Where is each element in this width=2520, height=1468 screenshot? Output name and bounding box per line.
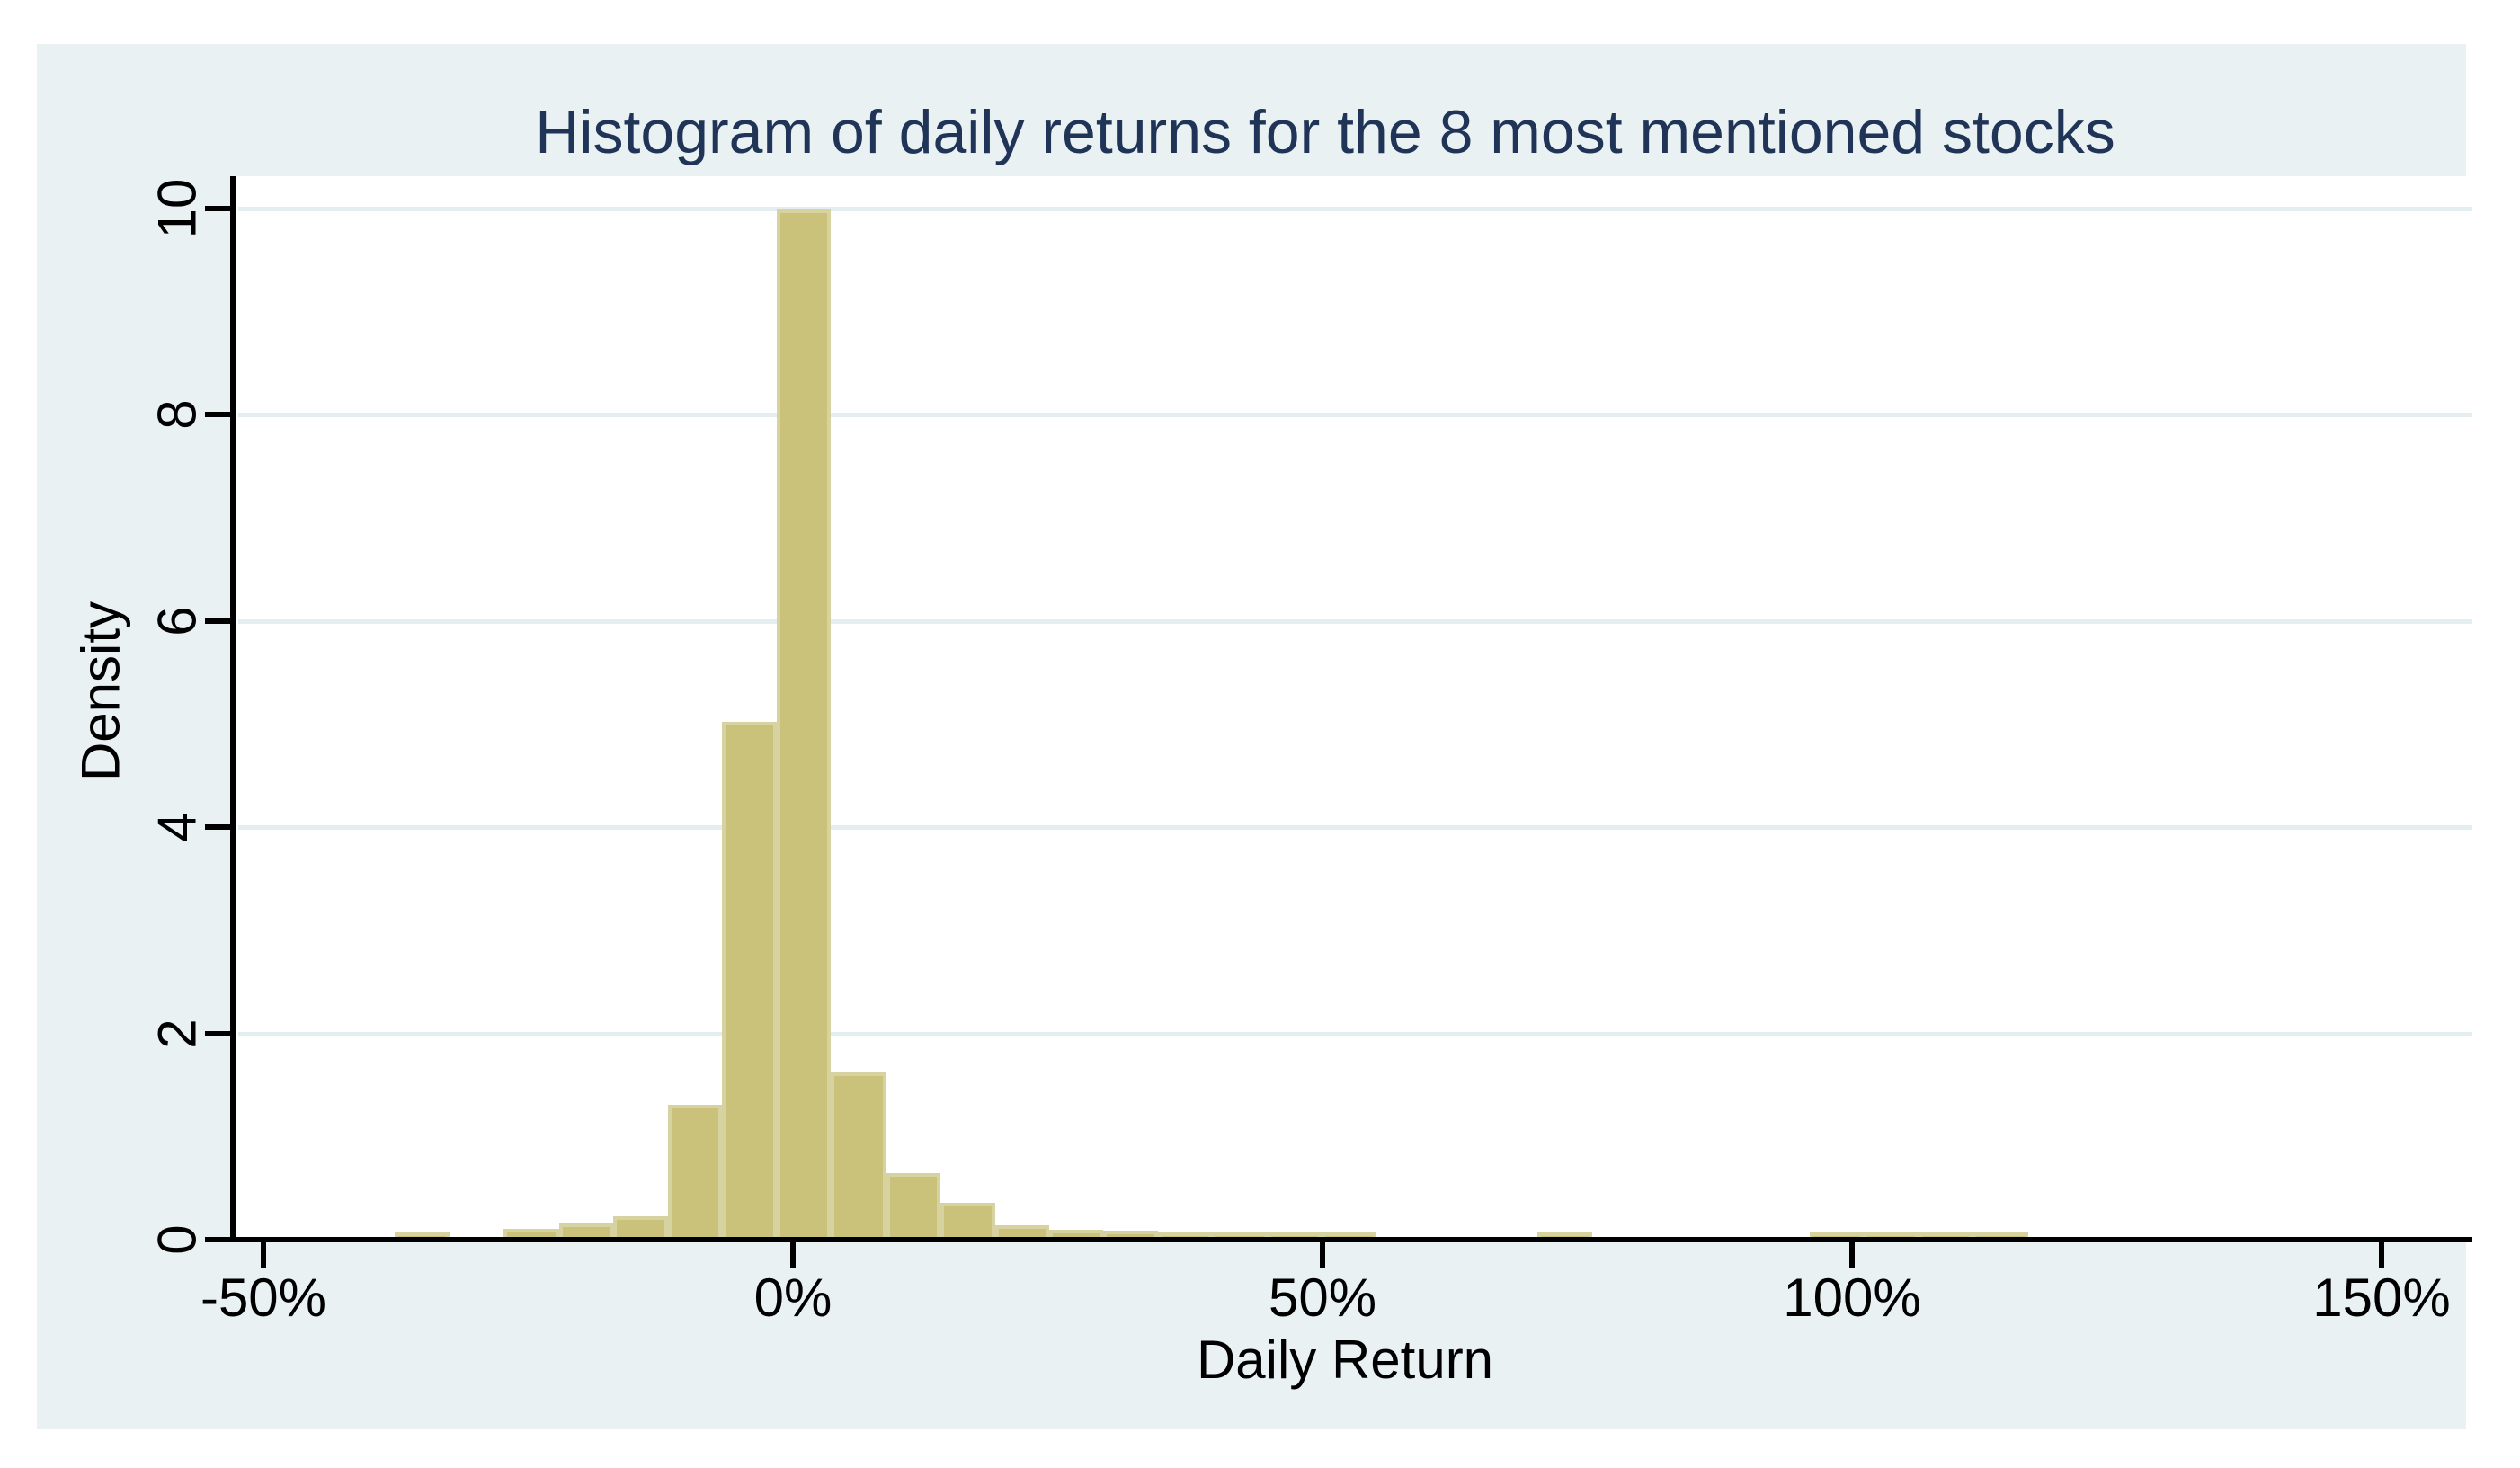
x-tick-0 [790,1242,796,1268]
x-tick--50 [261,1242,266,1268]
histogram-bar [994,1225,1050,1238]
histogram-bar [777,209,832,1238]
gridline-y-4 [238,825,2472,831]
x-tick-label: 0% [753,1268,833,1328]
histogram-bar [1267,1232,1322,1238]
histogram-bar [1321,1232,1377,1238]
y-tick-4 [205,824,230,831]
histogram-bar [722,722,778,1238]
x-tick-50 [1320,1242,1325,1268]
x-axis-title: Daily Return [1196,1330,1494,1390]
y-tick-label: 8 [147,399,208,431]
y-axis-line [230,176,236,1242]
y-tick-10 [205,206,230,211]
histogram-bar [395,1232,450,1238]
y-axis-title: Density [70,601,131,782]
histogram-bar [1863,1232,1919,1238]
y-tick-label: 10 [147,178,208,239]
chart-figure: -50% 0% 50% 100% 150% 0 2 4 6 8 10 Histogram of d… [37,44,2472,1429]
histogram-bar [1537,1232,1593,1238]
y-tick-label: 2 [147,1018,208,1049]
histogram-bar [1809,1232,1864,1238]
gridline-y-8 [238,413,2472,418]
histogram-bar [831,1072,886,1238]
gridline-y-2 [238,1031,2472,1036]
y-tick-6 [205,618,230,624]
histogram-bar [612,1216,668,1238]
histogram-bar [1049,1230,1104,1238]
histogram-bar [558,1223,613,1238]
y-tick-8 [205,412,230,418]
y-tick-label: 6 [147,606,208,636]
histogram-bar [1158,1232,1213,1238]
x-tick-150 [2379,1242,2384,1268]
x-tick-label: 50% [1268,1268,1377,1328]
histogram-bar [503,1229,559,1238]
histogram-bar [939,1203,995,1238]
y-tick-2 [205,1030,230,1036]
histogram-bar [1972,1232,2028,1238]
x-axis-line [230,1237,2472,1242]
histogram-bar [667,1105,723,1238]
histogram-bar [1212,1232,1268,1238]
histogram-bar [886,1173,940,1238]
x-tick-label: -50% [200,1268,327,1328]
x-tick-label: 150% [2312,1268,2451,1328]
histogram-bar [1919,1232,1973,1238]
chart-title: Histogram of daily returns for the 8 mos… [535,98,2115,166]
y-tick-label: 0 [147,1224,208,1255]
gridline-y-6 [238,618,2472,624]
x-tick-100 [1849,1242,1855,1268]
x-tick-label: 100% [1783,1268,1921,1328]
histogram-bar [1103,1231,1159,1238]
plot-area [236,176,2472,1242]
gridline-y-10 [238,207,2472,211]
y-tick-0 [205,1237,230,1242]
y-tick-label: 4 [147,812,208,842]
